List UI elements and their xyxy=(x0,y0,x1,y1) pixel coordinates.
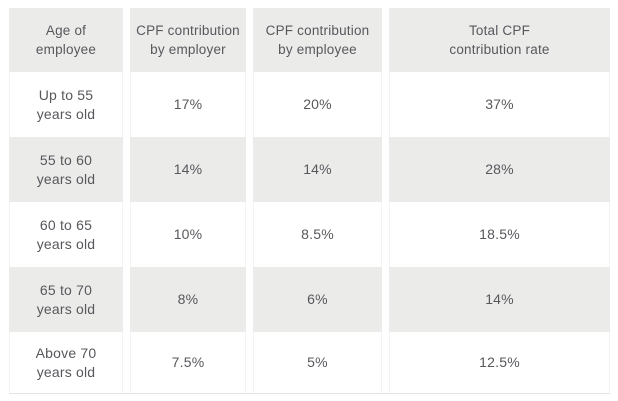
employee-rate-55-to-60: 14% xyxy=(253,137,382,202)
header-employer-line2: by employer xyxy=(150,42,226,57)
header-cell-total: Total CPF contribution rate xyxy=(389,8,610,72)
age-line1: 65 to 70 xyxy=(39,281,93,298)
employee-rate-above-70: 5% xyxy=(253,332,382,393)
age-line2: years old xyxy=(36,235,96,252)
header-age-line1: Age of xyxy=(45,23,87,38)
employee-rate-up-to-55: 20% xyxy=(253,72,382,137)
cpf-contribution-table: Age of employee CPF contribution by empl… xyxy=(9,8,610,394)
employer-rate-65-to-70: 8% xyxy=(130,267,246,332)
employee-rate-60-to-65: 8.5% xyxy=(253,202,382,267)
employee-rate-65-to-70: 6% xyxy=(253,267,382,332)
age-line1: 55 to 60 xyxy=(39,151,93,168)
age-line2: years old xyxy=(36,363,96,380)
age-line2: years old xyxy=(36,300,96,317)
header-employee-line1: CPF contribution xyxy=(265,23,370,38)
age-cell-above-70: Above 70 years old xyxy=(9,332,123,393)
header-total-line2: contribution rate xyxy=(449,42,550,57)
age-cell-65-to-70: 65 to 70 years old xyxy=(9,267,123,332)
employer-rate-55-to-60: 14% xyxy=(130,137,246,202)
header-cell-employee: CPF contribution by employee xyxy=(253,8,382,72)
total-rate-up-to-55: 37% xyxy=(389,72,610,137)
age-line2: years old xyxy=(36,105,96,122)
total-rate-65-to-70: 14% xyxy=(389,267,610,332)
header-total-line1: Total CPF xyxy=(468,23,531,38)
age-line1: Up to 55 xyxy=(38,86,94,103)
header-cell-employer: CPF contribution by employer xyxy=(130,8,246,72)
employer-rate-60-to-65: 10% xyxy=(130,202,246,267)
total-rate-55-to-60: 28% xyxy=(389,137,610,202)
age-line2: years old xyxy=(36,170,96,187)
employer-rate-up-to-55: 17% xyxy=(130,72,246,137)
header-employer-line1: CPF contribution xyxy=(136,23,240,38)
age-line1: Above 70 xyxy=(35,344,97,361)
header-age-line2: employee xyxy=(35,42,97,57)
total-rate-above-70: 12.5% xyxy=(389,332,610,393)
age-cell-60-to-65: 60 to 65 years old xyxy=(9,202,123,267)
age-line1: 60 to 65 xyxy=(39,216,93,233)
header-cell-age: Age of employee xyxy=(9,8,123,72)
age-cell-55-to-60: 55 to 60 years old xyxy=(9,137,123,202)
total-rate-60-to-65: 18.5% xyxy=(389,202,610,267)
header-employee-line2: by employee xyxy=(278,42,357,57)
age-cell-up-to-55: Up to 55 years old xyxy=(9,72,123,137)
employer-rate-above-70: 7.5% xyxy=(130,332,246,393)
